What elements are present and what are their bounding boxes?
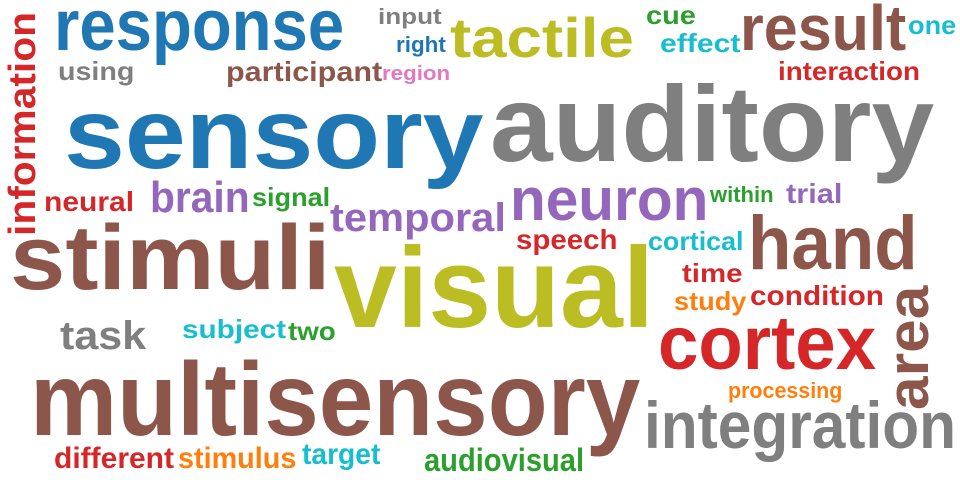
word-one: one [908,10,957,40]
word-different: different [54,442,174,475]
word-information: information [2,12,44,236]
word-right: right [396,32,446,57]
word-trial: trial [786,178,843,209]
word-temporal: temporal [330,196,506,240]
word-signal: signal [252,182,331,212]
word-input: input [378,4,442,29]
word-participant: participant [226,56,383,87]
word-neural: neural [44,186,135,217]
word-integration: integration [644,388,956,462]
word-cortex: cortex [658,301,877,386]
word-cortical: cortical [648,226,744,256]
word-visual: visual [334,225,655,352]
word-response: response [54,0,345,66]
word-interaction: interaction [778,56,920,86]
word-condition: condition [750,280,884,311]
word-two: two [288,316,336,346]
word-tactile: tactile [450,6,634,69]
word-stimuli: stimuli [10,207,331,309]
word-processing: processing [728,378,843,403]
word-audiovisual: audiovisual [424,442,585,478]
word-result: result [740,0,907,64]
word-cue: cue [646,0,696,30]
word-speech: speech [516,224,618,255]
word-time: time [682,258,743,288]
word-effect: effect [660,28,741,58]
word-using: using [58,56,135,86]
word-multisensory: multisensory [30,342,641,458]
word-stimulus: stimulus [178,442,297,475]
word-hand: hand [748,201,918,286]
word-target: target [302,438,381,471]
word-sensory: sensory [64,78,484,190]
word-brain: brain [150,173,250,222]
word-region: region [382,63,451,85]
word-study: study [674,286,747,316]
word-task: task [60,314,147,358]
word-neuron: neuron [510,166,709,233]
word-area: area [876,285,941,410]
word-within: within [710,182,774,207]
word-subject: subject [182,314,287,344]
word-auditory: auditory [490,63,935,184]
